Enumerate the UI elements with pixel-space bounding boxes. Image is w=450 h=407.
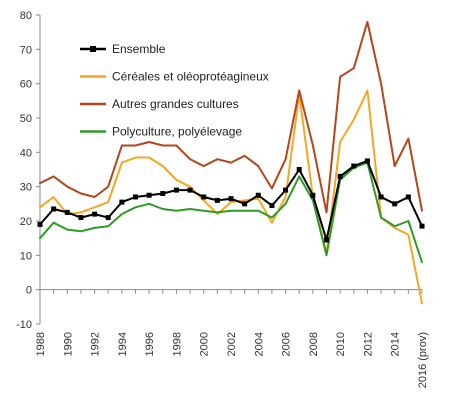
- x-tick-label: 2002: [226, 332, 238, 356]
- series-point: [64, 209, 70, 215]
- y-tick-label: 80: [20, 10, 32, 22]
- series-point: [255, 192, 261, 198]
- series-point: [187, 187, 193, 193]
- x-tick-label: 1994: [117, 332, 129, 356]
- y-tick-label: -10: [16, 319, 32, 331]
- legend: Ensemble Céréales et oléoprotéagineux Autr…: [80, 42, 269, 139]
- legend-label: Polyculture, polyélevage: [112, 125, 242, 139]
- x-tick-label: 1990: [62, 332, 74, 356]
- series-line-2: [39, 20, 423, 214]
- legend-marker: [90, 46, 96, 52]
- series-point: [283, 187, 289, 193]
- y-tick-label: 20: [20, 216, 32, 228]
- x-tick-label: 2008: [308, 332, 320, 356]
- series-point: [51, 206, 57, 212]
- series-point: [133, 194, 138, 200]
- series-point: [105, 215, 111, 221]
- series-line-1: [39, 89, 423, 305]
- x-tick-label: 2000: [199, 332, 211, 356]
- x-tick-label: 2016 (prov): [417, 332, 429, 388]
- series-point: [173, 187, 179, 193]
- series-point: [392, 201, 398, 207]
- y-tick-label: 60: [20, 79, 32, 91]
- series-point: [92, 211, 98, 217]
- series-point: [364, 158, 370, 164]
- x-tick-label: 2010: [335, 332, 347, 356]
- legend-label: Céréales et oléoprotéagineux: [112, 70, 269, 84]
- y-axis: -10 0 10 20 30 40 50 60 70 80: [16, 10, 41, 331]
- legend-label: Ensemble: [112, 42, 166, 56]
- y-tick-label: 70: [20, 44, 32, 56]
- y-tick-label: 40: [20, 147, 32, 159]
- series-point: [419, 223, 425, 229]
- series-point: [337, 173, 343, 179]
- series-point: [160, 191, 166, 197]
- series-point: [351, 163, 357, 169]
- x-tick-label: 1992: [90, 332, 102, 356]
- plot-area: [37, 20, 425, 305]
- series-point: [269, 203, 275, 209]
- x-tick-label: 2014: [390, 332, 402, 356]
- x-tick-label: 2012: [362, 332, 374, 356]
- y-tick-label: 30: [20, 182, 32, 194]
- x-tick-label: 1988: [35, 332, 47, 356]
- y-tick-label: 10: [20, 250, 32, 262]
- x-tick-label: 2004: [253, 332, 265, 356]
- series-point: [296, 167, 302, 172]
- series-point: [78, 215, 84, 221]
- series-point: [201, 194, 207, 200]
- series-point: [242, 201, 248, 207]
- series-point: [324, 237, 329, 243]
- x-tick-label: 1998: [171, 332, 183, 356]
- y-tick-label: 50: [20, 113, 32, 125]
- y-tick-label: 0: [26, 285, 32, 297]
- series-point: [228, 196, 234, 202]
- x-tick-label: 1996: [144, 332, 156, 356]
- series-point: [214, 197, 220, 203]
- series-point: [310, 192, 316, 198]
- x-axis: 1988 1990 1992 1994 1996 1998 2000 2002 2004 2006…: [35, 289, 429, 388]
- x-tick-label: 2006: [281, 332, 293, 356]
- series-point: [146, 192, 152, 198]
- series-point: [37, 221, 43, 227]
- series-point: [119, 199, 125, 205]
- legend-label: Autres grandes cultures: [112, 97, 239, 111]
- series-point: [378, 194, 384, 200]
- series-point: [405, 194, 411, 200]
- series-line-3: [39, 161, 423, 264]
